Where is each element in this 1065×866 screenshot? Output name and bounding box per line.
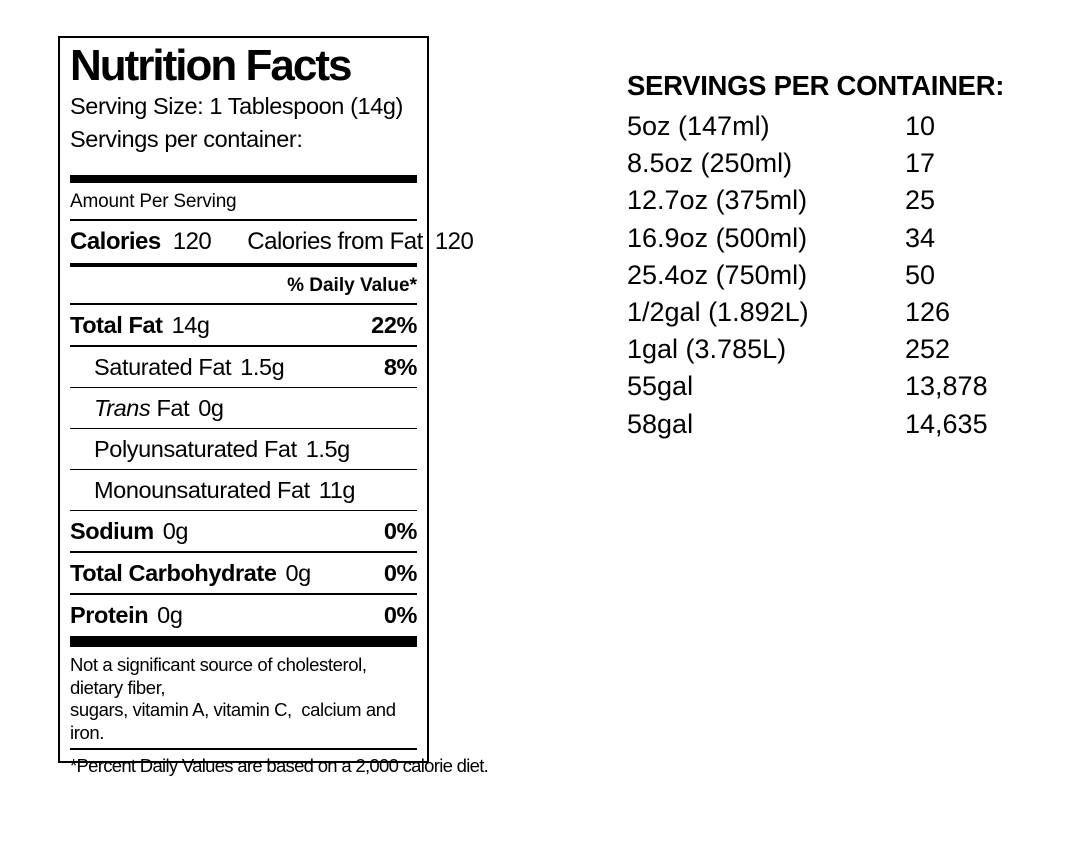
calories-from-fat-value: 120: [434, 228, 474, 255]
nutrient-daily-value: 0%: [383, 518, 418, 544]
servings-count: 34: [905, 222, 936, 253]
thick-divider-bar: [70, 175, 417, 183]
nutrient-daily-value: 0%: [383, 560, 418, 586]
daily-value-header: % Daily Value*: [70, 267, 417, 305]
servings-per-container-table: SERVINGS PER CONTAINER: 5oz (147ml) 10 8…: [627, 70, 1037, 443]
percent-daily-value-note: *Percent Daily Values are based on a 2,0…: [70, 748, 489, 783]
servings-table-row: 16.9oz (500ml) 34: [627, 220, 1037, 257]
container-size: 25.4oz (750ml): [627, 259, 808, 290]
calories-label: Calories: [70, 228, 161, 255]
footnote-line-2: sugars, vitamin A, vitamin C, calcium an…: [70, 699, 401, 743]
nutrient-amount: 0g: [162, 518, 189, 544]
servings-table-row: 25.4oz (750ml) 50: [627, 257, 1037, 294]
nutrient-name-text: Total Fat: [70, 312, 163, 338]
servings-count: 10: [905, 111, 936, 141]
servings-table-row: 5oz (147ml) 10: [627, 108, 1037, 145]
container-size: 5oz (147ml): [627, 111, 770, 141]
nutrient-row-saturated-fat: Saturated Fat 1.5g 8%: [70, 347, 417, 388]
nutrient-row-sodium: Sodium 0g 0%: [70, 511, 417, 553]
nutrient-amount: 0g: [285, 560, 312, 586]
nutrient-name: Monounsaturated Fat 11g: [70, 476, 355, 504]
servings-count: 17: [905, 148, 936, 179]
label-title: Nutrition Facts: [70, 41, 352, 90]
container-size: 8.5oz (250ml): [627, 148, 793, 179]
servings-table-row: 58gal 14,635: [627, 406, 1037, 443]
nutrient-name-italic: Trans: [94, 395, 157, 421]
servings-count: 13,878: [905, 371, 988, 402]
amount-per-serving-label: Amount Per Serving: [70, 183, 417, 221]
nutrient-name-text: Saturated Fat: [94, 354, 232, 380]
nutrient-name-text: Fat: [156, 395, 190, 421]
servings-per-container-line: Servings per container:: [70, 126, 303, 152]
servings-count: 25: [905, 185, 936, 216]
nutrient-daily-value: 22%: [371, 312, 417, 338]
nutrient-name: Protein 0g: [70, 601, 183, 629]
nutrient-row-monounsaturated-fat: Monounsaturated Fat 11g: [70, 470, 417, 511]
nutrition-facts-label: Nutrition Facts Serving Size: 1 Tablespo…: [58, 36, 489, 776]
container-size: 55gal: [627, 371, 694, 402]
servings-table-row: 55gal 13,878: [627, 368, 1037, 405]
servings-table-heading: SERVINGS PER CONTAINER:: [627, 70, 1005, 101]
nutrient-name-text: Sodium: [70, 518, 154, 544]
nutrient-row-total-fat: Total Fat 14g 22%: [70, 305, 417, 347]
container-size: 1/2gal (1.892L): [627, 297, 809, 328]
thick-divider-bar-bottom: [70, 636, 417, 647]
nutrient-name: Polyunsaturated Fat 1.5g: [70, 435, 350, 463]
nutrient-amount: 1.5g: [240, 354, 285, 380]
container-size: 58gal: [627, 408, 694, 439]
nutrient-name: Total Carbohydrate 0g: [70, 559, 311, 587]
nutrient-name-text: Polyunsaturated Fat: [94, 436, 297, 462]
container-size: 12.7oz (375ml): [627, 185, 808, 216]
servings-count: 252: [905, 334, 951, 365]
container-size: 1gal (3.785L): [627, 334, 787, 365]
nutrient-amount: 14g: [171, 312, 210, 338]
nutrient-name: Sodium 0g: [70, 517, 189, 545]
nutrient-daily-value: 0%: [383, 602, 418, 628]
servings-table-row: 1gal (3.785L) 252: [627, 331, 1037, 368]
nutrient-row-total-carbohydrate: Total Carbohydrate 0g 0%: [70, 553, 417, 595]
serving-size-line: Serving Size: 1 Tablespoon (14g): [70, 93, 403, 119]
nutrient-name-text: Protein: [70, 602, 149, 628]
nutrient-name-text: Monounsaturated Fat: [94, 477, 310, 503]
nutrient-daily-value: 8%: [383, 354, 418, 380]
servings-table-row: 1/2gal (1.892L) 126: [627, 294, 1037, 331]
nutrient-amount: 11g: [318, 477, 356, 503]
calories-from-fat-label: Calories from Fat: [247, 228, 423, 255]
footnote-line-1: Not a significant source of cholesterol,…: [70, 654, 372, 698]
nutrient-row-protein: Protein 0g 0%: [70, 595, 417, 636]
nutrient-name-text: Total Carbohydrate: [70, 560, 277, 586]
calories-value: 120: [172, 228, 212, 255]
nutrient-name: Total Fat 14g: [70, 311, 210, 339]
calories-row: Calories 120 Calories from Fat 120: [70, 221, 474, 267]
nutrient-name: Saturated Fat 1.5g: [70, 353, 285, 381]
container-size: 16.9oz (500ml): [627, 222, 808, 253]
nutrient-row-polyunsaturated-fat: Polyunsaturated Fat 1.5g: [70, 429, 417, 470]
nutrient-amount: 0g: [198, 395, 224, 421]
servings-count: 126: [905, 297, 951, 328]
nutrient-name: Trans Fat 0g: [70, 394, 224, 422]
servings-count: 14,635: [905, 408, 988, 439]
nutrient-amount: 0g: [157, 602, 183, 628]
footnote: Not a significant source of cholesterol,…: [70, 647, 417, 748]
nutrient-amount: 1.5g: [305, 436, 351, 462]
servings-table-row: 12.7oz (375ml) 25: [627, 182, 1037, 219]
servings-count: 50: [905, 259, 936, 290]
servings-table-row: 8.5oz (250ml) 17: [627, 145, 1037, 182]
nutrient-row-trans-fat: Trans Fat 0g: [70, 388, 417, 429]
